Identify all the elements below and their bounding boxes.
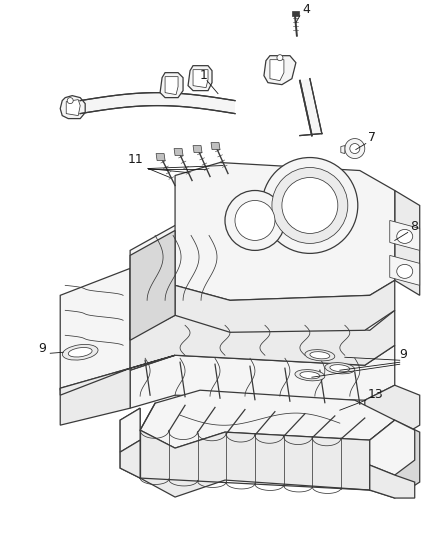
Polygon shape	[174, 149, 183, 156]
Ellipse shape	[305, 350, 335, 361]
Ellipse shape	[325, 362, 355, 374]
Polygon shape	[120, 440, 140, 478]
Polygon shape	[300, 79, 322, 135]
Polygon shape	[60, 356, 175, 395]
Ellipse shape	[397, 264, 413, 278]
Polygon shape	[390, 221, 420, 251]
Polygon shape	[60, 95, 85, 118]
Polygon shape	[370, 465, 415, 498]
Polygon shape	[292, 11, 299, 16]
Text: 9: 9	[38, 342, 46, 356]
Polygon shape	[60, 269, 130, 390]
Polygon shape	[193, 146, 202, 152]
Polygon shape	[341, 146, 345, 154]
Text: 11: 11	[128, 152, 144, 166]
Polygon shape	[160, 72, 183, 98]
Circle shape	[67, 98, 73, 103]
Polygon shape	[175, 163, 395, 300]
Ellipse shape	[330, 365, 350, 372]
Polygon shape	[390, 255, 420, 285]
Polygon shape	[140, 390, 395, 448]
Text: 13: 13	[368, 388, 384, 401]
Polygon shape	[130, 345, 395, 408]
Polygon shape	[140, 430, 370, 497]
Polygon shape	[264, 55, 296, 85]
Polygon shape	[66, 100, 80, 116]
Polygon shape	[130, 230, 175, 340]
Ellipse shape	[310, 352, 330, 359]
Polygon shape	[211, 142, 220, 150]
Ellipse shape	[300, 372, 320, 379]
Ellipse shape	[68, 348, 92, 357]
Circle shape	[262, 158, 358, 253]
Polygon shape	[270, 60, 284, 80]
Polygon shape	[60, 368, 130, 425]
Polygon shape	[120, 408, 140, 478]
Circle shape	[225, 190, 285, 251]
Polygon shape	[120, 408, 140, 452]
Polygon shape	[188, 66, 212, 91]
Text: 8: 8	[410, 221, 418, 233]
Polygon shape	[193, 70, 208, 87]
Polygon shape	[175, 280, 395, 332]
Text: 9: 9	[400, 348, 408, 361]
Polygon shape	[156, 154, 165, 160]
Circle shape	[350, 143, 360, 154]
Polygon shape	[365, 385, 420, 440]
Circle shape	[282, 177, 338, 233]
Polygon shape	[370, 420, 415, 475]
Polygon shape	[130, 225, 250, 338]
Circle shape	[272, 167, 348, 244]
Ellipse shape	[295, 369, 325, 381]
Ellipse shape	[62, 344, 98, 360]
Polygon shape	[370, 420, 420, 498]
Ellipse shape	[397, 229, 413, 244]
Polygon shape	[165, 77, 178, 95]
Polygon shape	[395, 190, 420, 295]
Circle shape	[277, 55, 283, 61]
Circle shape	[235, 200, 275, 240]
Text: 4: 4	[302, 3, 310, 16]
Circle shape	[345, 139, 365, 158]
Text: 7: 7	[368, 131, 376, 143]
Polygon shape	[80, 93, 235, 114]
Polygon shape	[130, 310, 395, 370]
Text: 1: 1	[200, 69, 208, 82]
